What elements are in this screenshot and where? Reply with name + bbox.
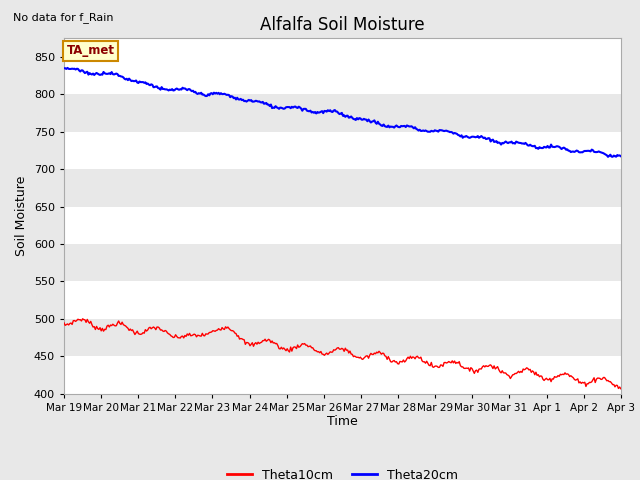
Theta20cm	[63, 65, 71, 71]
Theta10cm	[617, 386, 625, 392]
Bar	[64, 244, 621, 281]
Line: Theta10cm: Theta10cm	[64, 319, 621, 389]
Bar	[64, 319, 621, 356]
Title: Alfalfa Soil Moisture: Alfalfa Soil Moisture	[260, 16, 425, 34]
Text: TA_met: TA_met	[67, 44, 115, 58]
Theta10cm	[60, 320, 68, 326]
Bar	[64, 95, 621, 132]
Line: Theta20cm: Theta20cm	[64, 68, 621, 157]
Theta10cm	[79, 316, 86, 322]
Theta10cm	[399, 357, 407, 363]
Bar	[64, 356, 621, 394]
Bar	[64, 207, 621, 244]
Theta10cm	[234, 333, 242, 339]
Bar	[64, 169, 621, 207]
Theta20cm	[60, 65, 68, 71]
Theta20cm	[604, 154, 612, 160]
Theta20cm	[567, 149, 575, 155]
Bar	[64, 57, 621, 95]
Theta20cm	[617, 153, 625, 159]
Theta10cm	[296, 344, 304, 349]
Theta20cm	[399, 123, 407, 129]
Theta10cm	[567, 373, 575, 379]
Theta10cm	[470, 371, 478, 376]
Legend: Theta10cm, Theta20cm: Theta10cm, Theta20cm	[222, 464, 463, 480]
Y-axis label: Soil Moisture: Soil Moisture	[15, 176, 28, 256]
Theta20cm	[373, 121, 381, 127]
Theta20cm	[470, 134, 478, 140]
Theta20cm	[296, 105, 304, 110]
Theta20cm	[234, 96, 242, 102]
Bar	[64, 132, 621, 169]
X-axis label: Time: Time	[327, 415, 358, 429]
Text: No data for f_Rain: No data for f_Rain	[13, 12, 113, 23]
Theta10cm	[373, 349, 381, 355]
Bar	[64, 281, 621, 319]
